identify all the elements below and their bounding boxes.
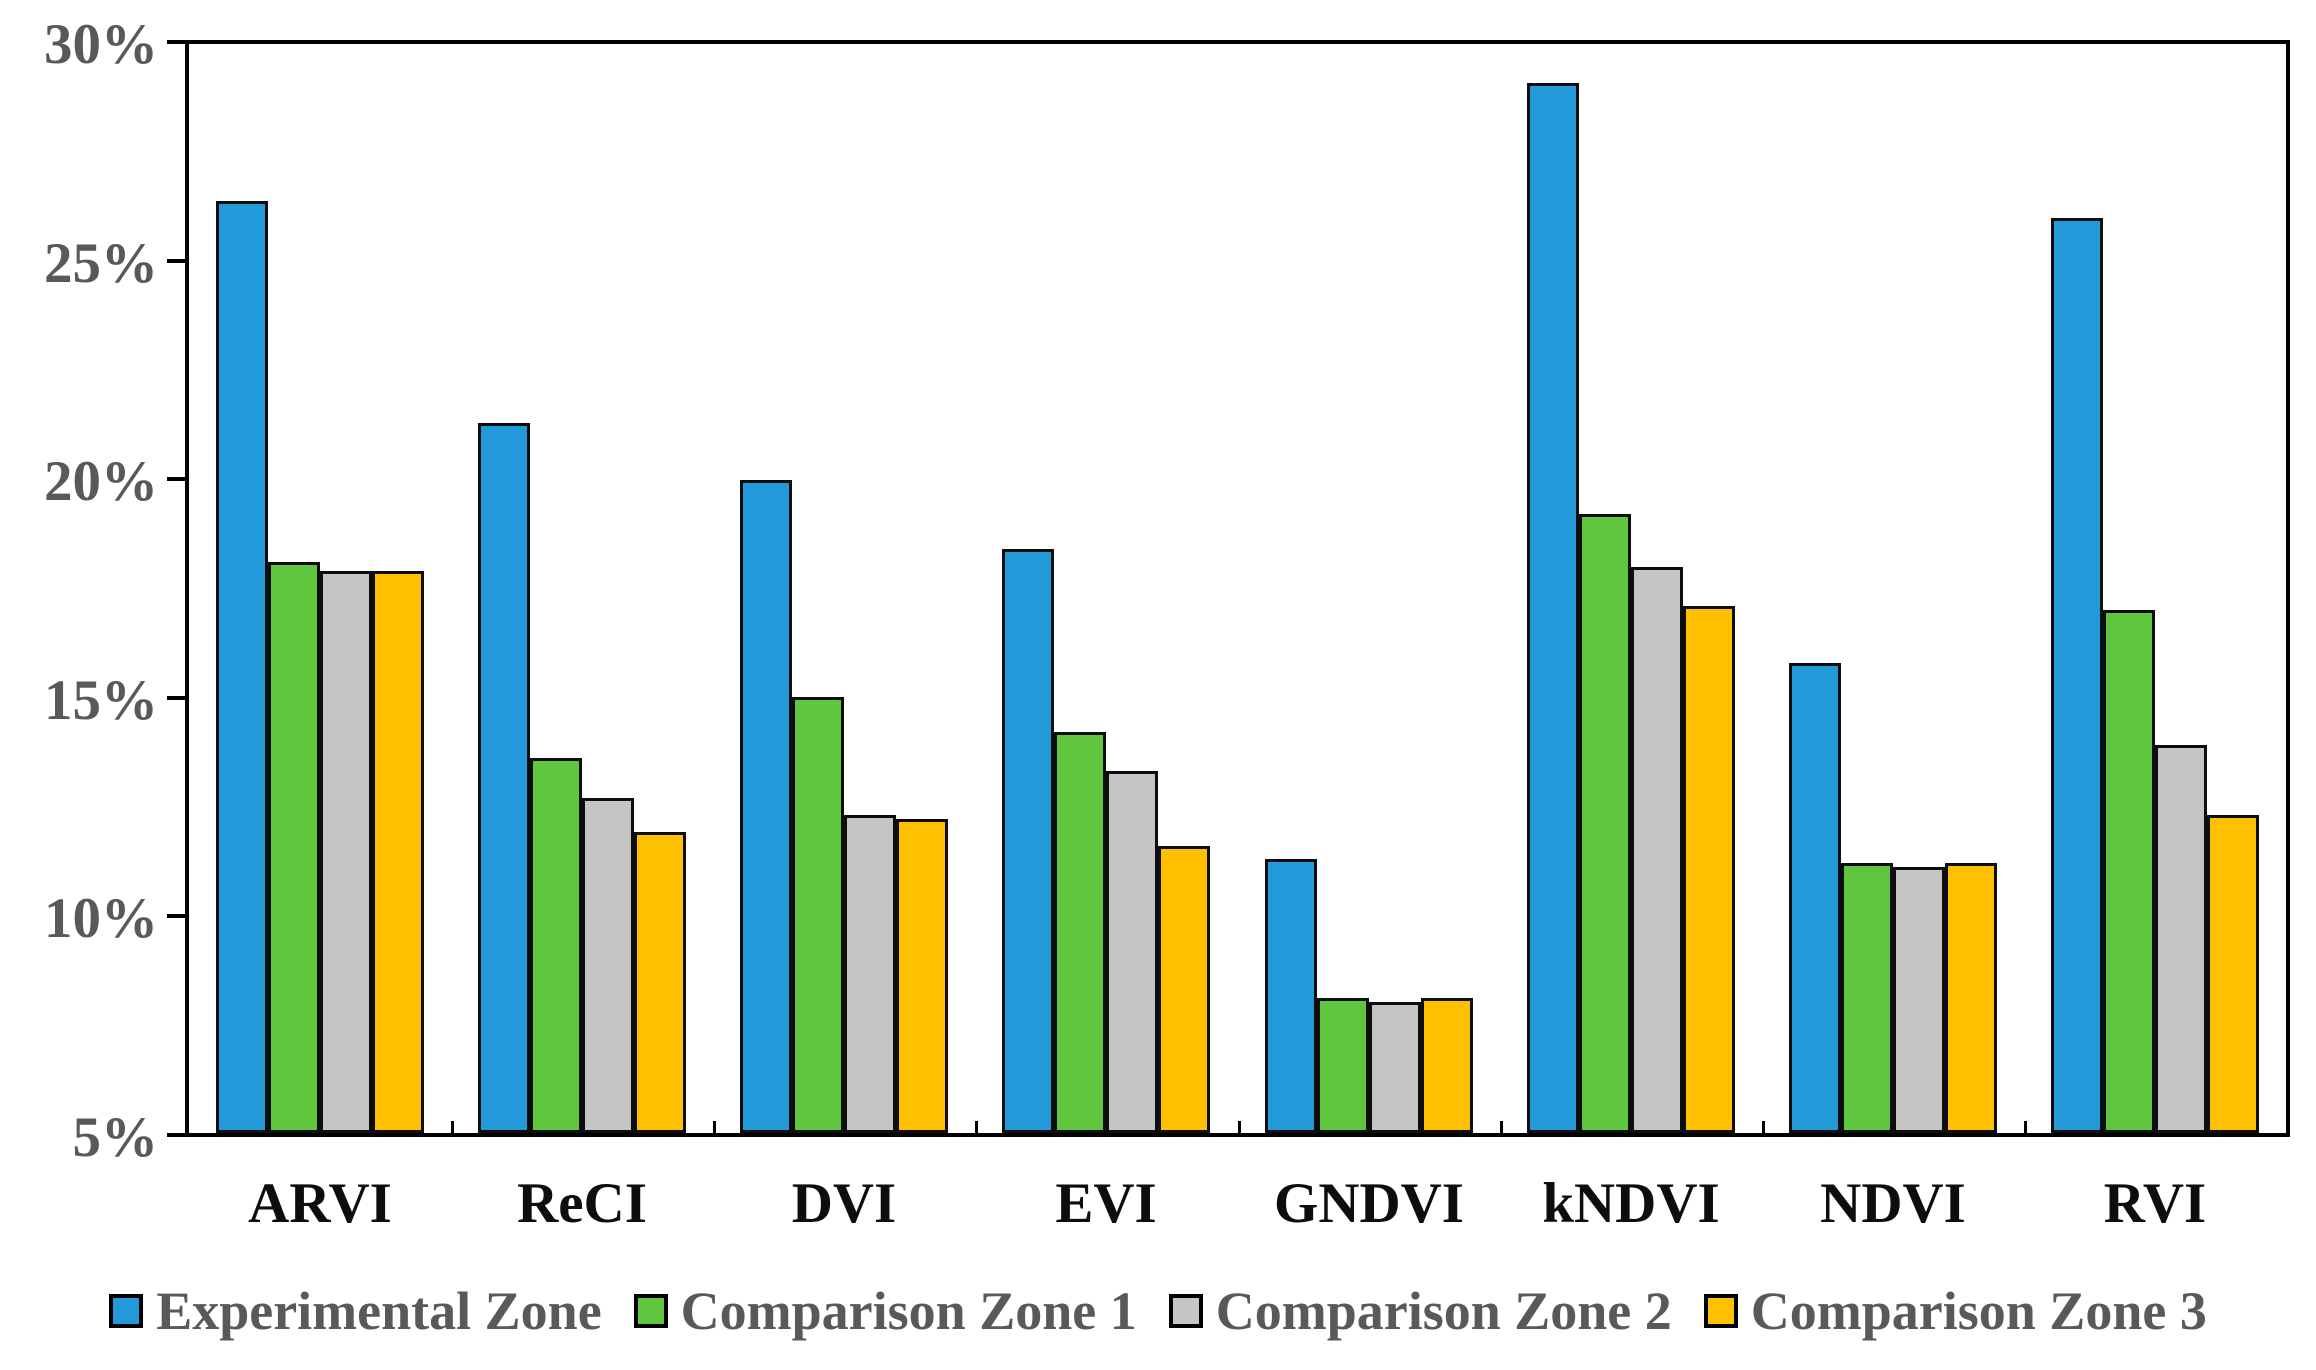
x-axis-tick [1238,1121,1241,1133]
bar-EVI-series1 [1002,549,1054,1133]
legend-label: Experimental Zone [156,1281,602,1341]
legend-label: Comparison Zone 3 [1750,1281,2207,1341]
x-axis-label-GNDVI: GNDVI [1273,1172,1464,1235]
legend-swatch-icon [109,1294,144,1328]
bar-ARVI-series3 [320,571,372,1133]
bar-ReCI-series3 [582,798,634,1133]
legend-swatch-icon [1703,1294,1738,1328]
bar-EVI-series3 [1106,771,1158,1133]
bar-GNDVI-series3 [1369,1002,1421,1133]
x-axis-tick [975,1121,978,1133]
bar-ReCI-series1 [478,423,530,1133]
bar-ARVI-series4 [372,571,424,1133]
bar-RVI-series2 [2103,610,2155,1133]
bar-GNDVI-series2 [1317,998,1369,1133]
bar-EVI-series2 [1054,732,1106,1133]
bar-DVI-series4 [896,819,948,1133]
legend-label: Comparison Zone 2 [1215,1281,1672,1341]
bar-DVI-series2 [792,697,844,1133]
bar-NDVI-series2 [1841,863,1893,1133]
chart-legend: Experimental Zone Comparison Zone 1 Compar… [0,1284,2316,1338]
y-axis-tick [167,477,189,481]
bar-NDVI-series3 [1893,867,1945,1133]
y-axis-tick [167,914,189,918]
x-axis-label-kNDVI: kNDVI [1542,1172,1720,1235]
y-axis-label-5: 5% [72,1106,159,1169]
x-axis-tick [451,1121,454,1133]
bar-kNDVI-series1 [1527,83,1579,1133]
legend-label: Comparison Zone 1 [680,1281,1137,1341]
bar-kNDVI-series4 [1683,606,1735,1133]
bar-GNDVI-series1 [1265,859,1317,1133]
bar-NDVI-series4 [1945,863,1997,1133]
legend-item-3: Comparison Zone 2 [1168,1281,1672,1341]
y-axis-label-20: 20% [44,450,158,513]
x-axis-tick [1500,1121,1503,1133]
bar-kNDVI-series2 [1579,514,1631,1133]
x-axis-label-DVI: DVI [791,1172,897,1235]
legend-item-4: Comparison Zone 3 [1703,1281,2207,1341]
legend-item-2: Comparison Zone 1 [633,1281,1137,1341]
bar-DVI-series1 [740,480,792,1133]
bar-RVI-series4 [2207,815,2259,1133]
legend-swatch-icon [1168,1294,1203,1328]
bar-ReCI-series4 [634,832,686,1133]
x-axis-label-ReCI: ReCI [517,1172,647,1235]
x-axis-tick [2024,1121,2027,1133]
bar-GNDVI-series4 [1421,998,1473,1133]
bar-DVI-series3 [844,815,896,1133]
bar-NDVI-series1 [1789,663,1841,1133]
x-axis-tick [1762,1121,1765,1133]
y-axis-tick [167,259,189,263]
y-axis-label-25: 25% [44,232,158,295]
y-axis-label-10: 10% [44,887,158,950]
bar-RVI-series3 [2155,745,2207,1133]
x-axis-label-NDVI: NDVI [1820,1172,1966,1235]
y-axis-label-15: 15% [44,669,158,732]
x-axis-label-ARVI: ARVI [248,1172,392,1235]
bar-RVI-series1 [2051,218,2103,1133]
bar-ReCI-series2 [530,758,582,1133]
y-axis-tick [167,1133,189,1137]
x-axis-label-RVI: RVI [2103,1172,2207,1235]
legend-item-1: Experimental Zone [109,1281,602,1341]
x-axis-tick [713,1121,716,1133]
y-axis-tick [167,696,189,700]
plot-area [185,40,2290,1137]
bar-ARVI-series1 [216,201,268,1133]
bar-kNDVI-series3 [1631,567,1683,1133]
x-axis-label-EVI: EVI [1055,1172,1157,1235]
bar-EVI-series4 [1158,846,1210,1133]
bar-ARVI-series2 [268,562,320,1133]
y-axis-tick [167,40,189,44]
y-axis-label-30: 30% [44,13,158,76]
legend-swatch-icon [633,1294,668,1328]
